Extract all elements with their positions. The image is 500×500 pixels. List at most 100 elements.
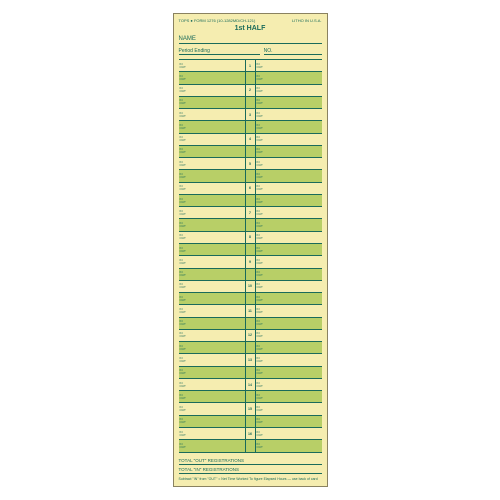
day-marker [246,72,256,83]
cell-left[interactable]: INOUT [179,367,246,378]
cell-right[interactable]: INOUT [256,183,322,194]
cell-left[interactable]: INOUT [179,244,246,255]
in-out-label-right: INOUT [257,148,263,154]
cell-left[interactable]: INOUT [179,428,246,439]
cell-left[interactable]: INOUT [179,183,246,194]
cell-right[interactable]: INOUT [256,379,322,390]
cell-right[interactable]: INOUT [256,342,322,353]
cell-right[interactable]: INOUT [256,146,322,157]
day-marker [246,97,256,108]
cell-left[interactable]: INOUT [179,195,246,206]
day-marker: 14 [246,379,256,390]
day-marker: 5 [246,158,256,169]
cell-right[interactable]: INOUT [256,367,322,378]
in-out-label-right: INOUT [257,247,263,253]
form-id-left: TOPS ● FORM 1276 (10-1282MD/CH-121) [179,18,256,23]
in-out-label-left: INOUT [180,148,186,154]
cell-right[interactable]: INOUT [256,195,322,206]
cell-left[interactable]: INOUT [179,440,246,451]
period-label: Period Ending [179,48,210,54]
cell-left[interactable]: INOUT [179,170,246,181]
cell-right[interactable]: INOUT [256,318,322,329]
cell-left[interactable]: INOUT [179,109,246,120]
cell-right[interactable]: INOUT [256,256,322,267]
cell-right[interactable]: INOUT [256,391,322,402]
cell-right[interactable]: INOUT [256,244,322,255]
cell-left[interactable]: INOUT [179,293,246,304]
cell-right[interactable]: INOUT [256,60,322,71]
cell-right[interactable]: INOUT [256,232,322,243]
grid-row: INOUT INOUT [179,170,322,182]
form-id-right: LITHO IN U.S.A. [292,18,322,23]
cell-left[interactable]: INOUT [179,403,246,414]
in-out-label-left: INOUT [180,345,186,351]
cell-left[interactable]: INOUT [179,121,246,132]
in-out-label-right: INOUT [257,332,263,338]
in-out-label-left: INOUT [180,247,186,253]
day-marker: 8 [246,232,256,243]
cell-right[interactable]: INOUT [256,97,322,108]
cell-right[interactable]: INOUT [256,403,322,414]
cell-left[interactable]: INOUT [179,158,246,169]
cell-left[interactable]: INOUT [179,85,246,96]
cell-left[interactable]: INOUT [179,281,246,292]
cell-left[interactable]: INOUT [179,146,246,157]
cell-right[interactable]: INOUT [256,416,322,427]
in-out-label-left: INOUT [180,63,186,69]
cell-left[interactable]: INOUT [179,416,246,427]
cell-left[interactable]: INOUT [179,330,246,341]
in-out-label-right: INOUT [257,112,263,118]
grid-row: INOUT INOUT [179,195,322,207]
in-out-label-right: INOUT [257,418,263,424]
cell-right[interactable]: INOUT [256,293,322,304]
cell-right[interactable]: INOUT [256,305,322,316]
cell-left[interactable]: INOUT [179,305,246,316]
in-out-label-left: INOUT [180,369,186,375]
cell-left[interactable]: INOUT [179,354,246,365]
cell-right[interactable]: INOUT [256,219,322,230]
in-out-label-left: INOUT [180,271,186,277]
cell-left[interactable]: INOUT [179,97,246,108]
cell-right[interactable]: INOUT [256,281,322,292]
cell-left[interactable]: INOUT [179,219,246,230]
cell-left[interactable]: INOUT [179,134,246,145]
grid-row: INOUT8INOUT [179,232,322,244]
cell-right[interactable]: INOUT [256,158,322,169]
name-label: NAME [179,36,196,42]
cell-right[interactable]: INOUT [256,121,322,132]
cell-left[interactable]: INOUT [179,72,246,83]
cell-left[interactable]: INOUT [179,256,246,267]
cell-left[interactable]: INOUT [179,60,246,71]
cell-left[interactable]: INOUT [179,207,246,218]
name-field[interactable]: NAME [179,36,322,44]
cell-right[interactable]: INOUT [256,72,322,83]
in-out-label-left: INOUT [180,87,186,93]
cell-left[interactable]: INOUT [179,232,246,243]
in-out-label-right: INOUT [257,271,263,277]
cell-left[interactable]: INOUT [179,379,246,390]
day-marker [246,121,256,132]
cell-right[interactable]: INOUT [256,134,322,145]
cell-right[interactable]: INOUT [256,440,322,451]
cell-right[interactable]: INOUT [256,354,322,365]
cell-left[interactable]: INOUT [179,269,246,280]
cell-right[interactable]: INOUT [256,269,322,280]
in-out-label-left: INOUT [180,173,186,179]
cell-right[interactable]: INOUT [256,85,322,96]
in-out-label-right: INOUT [257,259,263,265]
cell-left[interactable]: INOUT [179,318,246,329]
number-field[interactable]: NO. [264,48,322,55]
day-marker [246,146,256,157]
cell-right[interactable]: INOUT [256,109,322,120]
cell-right[interactable]: INOUT [256,330,322,341]
day-marker [246,244,256,255]
cell-right[interactable]: INOUT [256,207,322,218]
cell-right[interactable]: INOUT [256,170,322,181]
period-ending-field[interactable]: Period Ending [179,48,260,55]
grid-row: INOUT INOUT [179,121,322,133]
in-out-label-right: INOUT [257,161,263,167]
cell-left[interactable]: INOUT [179,342,246,353]
cell-right[interactable]: INOUT [256,428,322,439]
day-marker: 2 [246,85,256,96]
cell-left[interactable]: INOUT [179,391,246,402]
